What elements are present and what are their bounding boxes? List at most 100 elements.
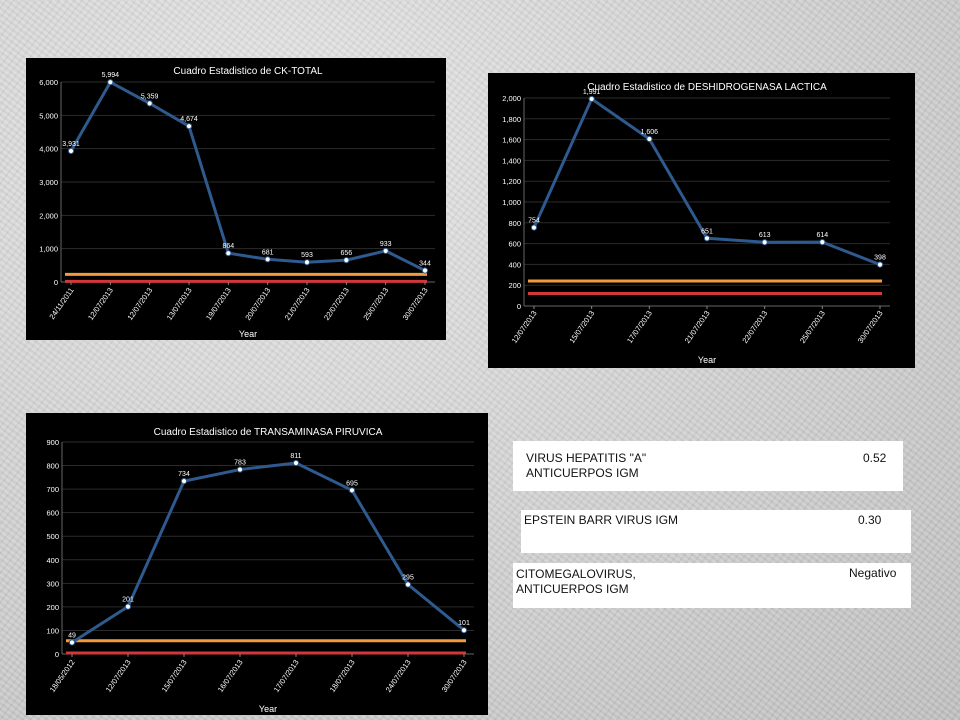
x-tick-label: 21/07/2013 xyxy=(683,309,712,345)
chart-title: Cuadro Estadistico de TRANSAMINASA PIRUV… xyxy=(154,427,383,438)
ck-total-chart-panel: Cuadro Estadistico de CK-TOTAL 0 1,000 2,00… xyxy=(26,58,446,340)
data-label: 1,606 xyxy=(641,129,659,136)
data-point xyxy=(185,123,193,130)
x-axis-label: Year xyxy=(698,355,716,365)
data-point xyxy=(460,627,468,634)
x-tick-label: 19/07/2013 xyxy=(204,286,233,322)
x-tick-label: 30/07/2013 xyxy=(440,658,469,694)
x-axis-label: Year xyxy=(239,329,257,339)
data-label: 811 xyxy=(290,453,301,460)
data-point xyxy=(348,487,356,494)
data-label: 613 xyxy=(759,232,771,239)
hepatitis-a-result-card: VIRUS HEPATITIS "A" ANTICUERPOS IGM 0.52 xyxy=(513,441,903,491)
y-tick-label: 300 xyxy=(46,579,59,588)
ck-total-chart: Cuadro Estadistico de CK-TOTAL 0 1,000 2,00… xyxy=(39,66,435,339)
data-point xyxy=(180,478,188,485)
data-label: 1,991 xyxy=(583,89,601,96)
data-label: 656 xyxy=(340,250,352,257)
citomegalovirus-test-name: CITOMEGALOVIRUS, ANTICUERPOS IGM xyxy=(516,567,636,596)
x-tick-label: 25/07/2013 xyxy=(798,309,827,345)
data-point xyxy=(646,135,653,143)
data-point xyxy=(530,224,538,231)
series-line xyxy=(71,461,465,644)
x-tick-label: 22/07/2013 xyxy=(322,286,351,322)
x-tick-label: 15/07/2013 xyxy=(160,658,189,694)
y-tick-label: 700 xyxy=(46,485,59,494)
x-tick-label: 12/07/2013 xyxy=(125,286,154,322)
epstein-barr-test-value: 0.30 xyxy=(858,513,882,527)
series-line xyxy=(69,80,426,272)
y-tick-label: 2,000 xyxy=(39,211,58,220)
hepatitis-a-test-name: VIRUS HEPATITIS "A" ANTICUERPOS IGM xyxy=(526,451,647,480)
data-label: 201 xyxy=(122,597,134,604)
x-tick-label: 12/07/2013 xyxy=(104,658,133,694)
y-tick-label: 4,000 xyxy=(39,145,58,154)
data-label: 5,359 xyxy=(141,93,159,100)
y-tick-label: 1,800 xyxy=(502,115,521,124)
y-tick-label: 200 xyxy=(508,281,521,290)
x-tick-label: 24/11/2011 xyxy=(47,286,75,321)
data-point xyxy=(124,603,132,610)
y-tick-label: 2,000 xyxy=(502,94,521,103)
y-tick-label: 800 xyxy=(46,462,59,471)
hepatitis-a-test-value: 0.52 xyxy=(863,451,887,465)
data-point xyxy=(703,235,711,242)
data-point xyxy=(343,257,350,264)
x-tick-label: 17/07/2013 xyxy=(625,309,654,345)
y-tick-label: 6,000 xyxy=(39,78,58,87)
x-tick-label: 13/07/2013 xyxy=(165,286,194,322)
data-point xyxy=(588,95,595,103)
y-tick-label: 100 xyxy=(46,626,59,635)
data-label: 864 xyxy=(222,243,234,250)
data-point xyxy=(382,247,389,254)
data-label: 4,674 xyxy=(180,116,198,123)
y-tick-label: 200 xyxy=(46,603,59,612)
data-label: 734 xyxy=(178,471,190,478)
data-label: 295 xyxy=(402,575,414,582)
y-tick-label: 600 xyxy=(508,240,521,249)
data-label: 651 xyxy=(701,228,713,235)
x-tick-label: 18/07/2013 xyxy=(328,658,357,694)
x-tick-label: 22/07/2013 xyxy=(740,309,769,345)
x-tick-label: 15/07/2013 xyxy=(567,309,596,345)
data-point xyxy=(264,256,271,263)
y-tick-label: 500 xyxy=(46,532,59,541)
epstein-barr-result-card: EPSTEIN BARR VIRUS IGM 0.30 xyxy=(521,510,911,553)
y-tick-label: 1,200 xyxy=(502,177,521,186)
y-tick-label: 900 xyxy=(46,438,59,447)
y-tick-label: 1,000 xyxy=(39,245,58,254)
y-tick-label: 5,000 xyxy=(39,111,58,120)
y-tick-label: 1,600 xyxy=(502,136,521,145)
x-tick-label: 12/07/2013 xyxy=(86,286,115,322)
x-tick-label: 12/07/2013 xyxy=(510,309,539,345)
y-tick-label: 0 xyxy=(517,302,521,311)
x-tick-label: 21/07/2013 xyxy=(283,286,312,322)
deshidrogenasa-lactica-chart-panel: Cuadro Estadistico de DESHIDROGENASA LAC… xyxy=(488,73,915,368)
x-tick-label: 17/07/2013 xyxy=(272,658,301,694)
chart-title: Cuadro Estadistico de CK-TOTAL xyxy=(173,66,323,77)
data-point xyxy=(303,259,311,266)
transaminasa-piruvica-chart: Cuadro Estadistico de TRANSAMINASA PIRUV… xyxy=(46,427,474,714)
data-label: 398 xyxy=(874,255,886,262)
data-label: 5,994 xyxy=(102,72,120,79)
data-point xyxy=(107,79,114,86)
x-tick-label: 20/07/2013 xyxy=(243,286,272,322)
y-tick-label: 0 xyxy=(55,650,59,659)
chart-title: Cuadro Estadistico de DESHIDROGENASA LAC… xyxy=(587,82,827,93)
deshidrogenasa-lactica-chart: Cuadro Estadistico de DESHIDROGENASA LAC… xyxy=(502,82,890,365)
data-label: 783 xyxy=(234,460,246,467)
y-tick-label: 600 xyxy=(46,509,59,518)
x-tick-label: 30/07/2013 xyxy=(401,286,430,322)
data-label: 933 xyxy=(380,241,392,248)
x-tick-label: 16/07/2013 xyxy=(216,658,245,694)
data-point xyxy=(68,639,76,646)
x-tick-label: 24/07/2013 xyxy=(384,658,413,694)
x-tick-label: 25/07/2013 xyxy=(361,286,390,322)
epstein-barr-test-name: EPSTEIN BARR VIRUS IGM xyxy=(524,513,679,527)
y-tick-label: 800 xyxy=(508,219,521,228)
y-tick-label: 400 xyxy=(508,260,521,269)
data-point xyxy=(404,581,412,588)
data-point xyxy=(236,466,244,473)
data-label: 614 xyxy=(816,232,828,239)
data-point xyxy=(819,239,826,246)
